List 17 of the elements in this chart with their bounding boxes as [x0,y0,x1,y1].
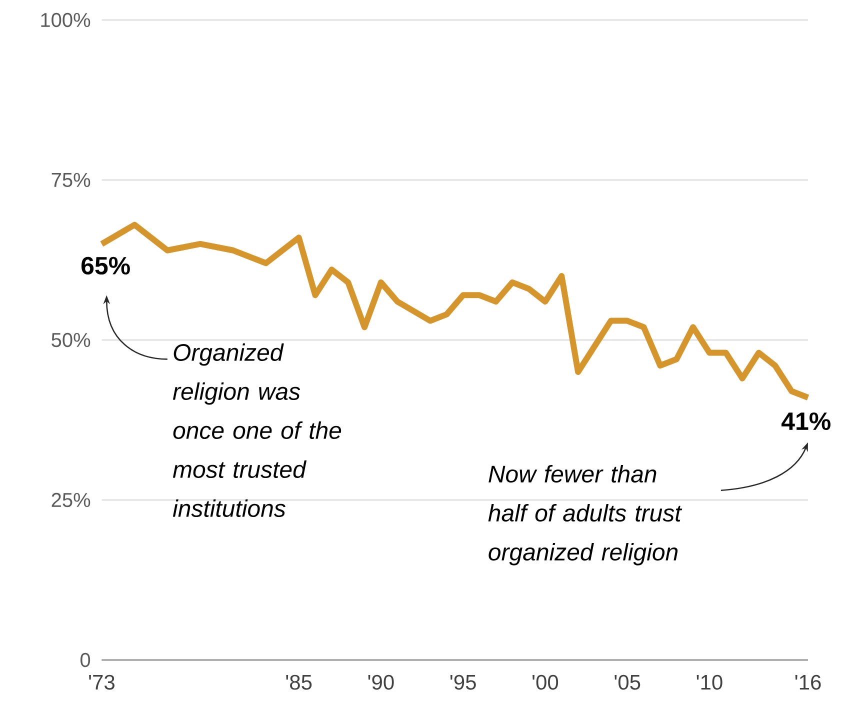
x-tick-label: '16 [795,674,821,690]
annotation: 41% [781,412,830,430]
y-tick-label: 50% [52,332,90,348]
x-tick-label: '10 [696,674,722,690]
annotation: Now fewer than half of adults trust organized religion [488,464,682,566]
x-tick-label: '00 [532,674,558,690]
y-tick-label: 25% [52,492,90,508]
x-tick-label: '95 [450,674,476,690]
annotation: 65% [81,256,130,275]
x-tick-label: '85 [286,674,312,690]
x-tick-label: '05 [614,674,640,690]
x-tick-label: '73 [89,674,114,690]
y-tick-label: 100% [41,12,90,28]
y-tick-label: 0 [80,652,90,668]
x-tick-label: '90 [368,674,394,690]
annotation: Organized religion was once one of the most trusted institutions [172,343,342,518]
y-tick-label: 75% [52,172,90,188]
